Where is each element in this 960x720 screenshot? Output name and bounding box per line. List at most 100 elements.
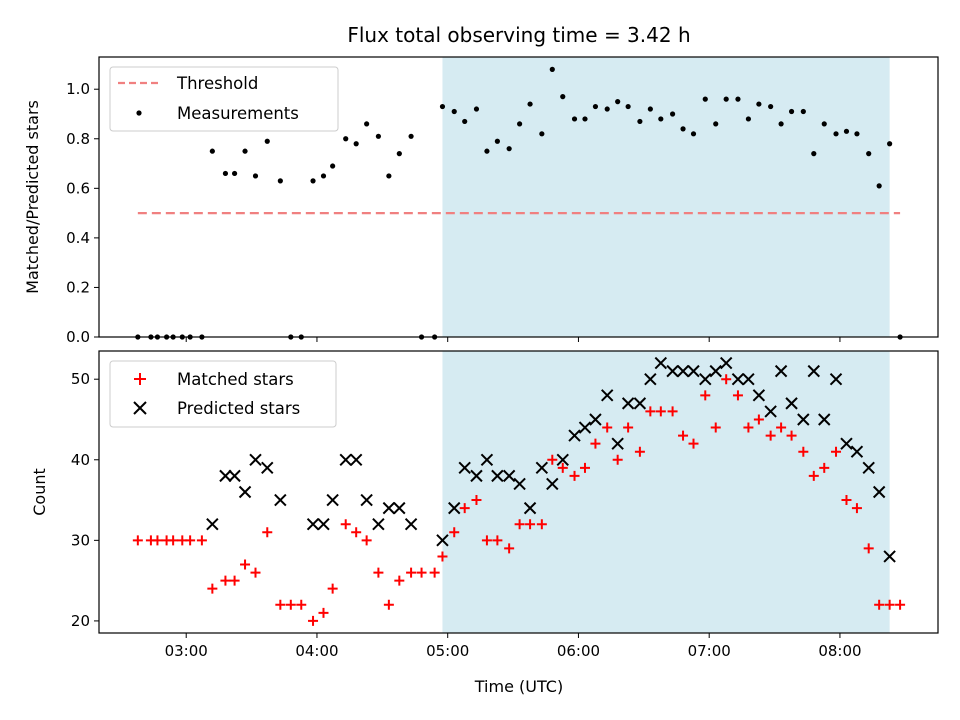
bottom-shaded-span xyxy=(442,351,890,633)
x-tick-label: 05:00 xyxy=(426,642,469,660)
data-point xyxy=(364,121,370,127)
data-point xyxy=(818,413,831,426)
y-tick-label: 1.0 xyxy=(66,80,90,98)
data-point xyxy=(680,126,686,132)
data-point xyxy=(219,469,232,483)
data-point xyxy=(788,108,795,115)
y-tick-label: 30 xyxy=(71,531,90,549)
data-point xyxy=(470,469,483,483)
top-panel: 0.0 0.2 0.4 0.6 0.8 1.0 Matched/Predicted sta… xyxy=(23,56,939,346)
data-point xyxy=(240,559,251,570)
legend-predicted-label: Predicted stars xyxy=(177,399,300,418)
x-tick-label: 07:00 xyxy=(688,642,731,660)
data-point xyxy=(764,405,777,418)
data-point xyxy=(514,519,525,530)
data-point xyxy=(535,461,549,475)
data-point xyxy=(872,485,886,499)
data-point xyxy=(786,430,797,441)
data-point xyxy=(876,183,882,189)
data-point xyxy=(310,178,316,184)
data-point xyxy=(327,583,338,594)
data-point xyxy=(525,519,536,530)
data-point xyxy=(480,453,494,466)
data-point xyxy=(797,413,810,426)
y-tick-label: 0.8 xyxy=(66,130,90,148)
data-point xyxy=(768,103,774,110)
data-point xyxy=(361,535,372,546)
data-point xyxy=(185,535,196,546)
data-point xyxy=(132,535,143,546)
data-point xyxy=(601,389,614,402)
data-point xyxy=(406,567,417,578)
data-point xyxy=(590,438,601,449)
data-point xyxy=(439,103,446,110)
data-point xyxy=(571,116,578,122)
data-point xyxy=(229,575,240,586)
y-tick-label: 0.2 xyxy=(66,278,90,296)
data-point xyxy=(320,173,327,179)
data-point xyxy=(611,437,624,450)
data-point xyxy=(484,148,490,154)
data-point xyxy=(436,534,449,547)
data-point xyxy=(274,493,287,507)
data-point xyxy=(678,430,689,441)
data-point xyxy=(250,567,261,578)
data-point xyxy=(778,121,784,127)
data-point xyxy=(623,422,634,433)
data-point xyxy=(416,567,427,578)
data-point xyxy=(811,151,817,157)
data-point xyxy=(349,453,363,466)
data-point xyxy=(382,501,396,515)
data-point xyxy=(222,170,229,177)
data-point xyxy=(833,131,839,137)
data-point xyxy=(277,178,283,184)
data-point xyxy=(539,131,545,137)
data-point xyxy=(874,599,885,610)
y-tick-label: 20 xyxy=(71,612,90,630)
data-point xyxy=(723,96,729,102)
data-point xyxy=(637,118,643,125)
data-point xyxy=(549,66,555,72)
data-point xyxy=(396,151,402,157)
data-point xyxy=(732,390,743,401)
data-point xyxy=(863,543,874,554)
data-point xyxy=(326,493,339,507)
data-point xyxy=(866,151,872,157)
legend-predicted-swatch xyxy=(133,401,147,415)
data-point xyxy=(296,599,307,610)
data-point xyxy=(231,170,238,177)
data-point xyxy=(249,453,262,466)
top-panel-x-ticks xyxy=(185,337,841,342)
data-point xyxy=(569,470,580,481)
data-point xyxy=(471,495,482,506)
data-point xyxy=(634,446,645,457)
x-tick-label: 04:00 xyxy=(295,642,338,660)
data-point xyxy=(687,364,700,378)
data-point xyxy=(647,106,653,112)
data-point xyxy=(644,372,657,386)
data-point xyxy=(152,535,163,546)
data-point xyxy=(883,550,896,563)
x-tick-label: 06:00 xyxy=(557,642,600,660)
data-point xyxy=(776,422,787,433)
data-point xyxy=(462,118,468,125)
data-point xyxy=(527,101,533,107)
data-point xyxy=(592,103,599,110)
data-point xyxy=(841,495,852,506)
y-tick-label: 0.4 xyxy=(66,229,90,247)
data-point xyxy=(808,470,819,481)
data-point xyxy=(774,364,788,378)
data-point xyxy=(207,583,218,594)
data-point xyxy=(308,615,319,626)
legend-measurements-swatch xyxy=(136,110,142,116)
y-tick-label: 0.0 xyxy=(66,328,90,346)
data-point xyxy=(353,141,359,147)
data-point xyxy=(887,141,893,147)
legend-threshold-label: Threshold xyxy=(176,74,258,93)
y-tick-label: 40 xyxy=(71,451,90,469)
x-tick-label: 08:00 xyxy=(818,642,861,660)
bottom-legend-frame xyxy=(109,360,337,428)
data-point xyxy=(654,356,668,370)
data-point xyxy=(579,462,590,473)
